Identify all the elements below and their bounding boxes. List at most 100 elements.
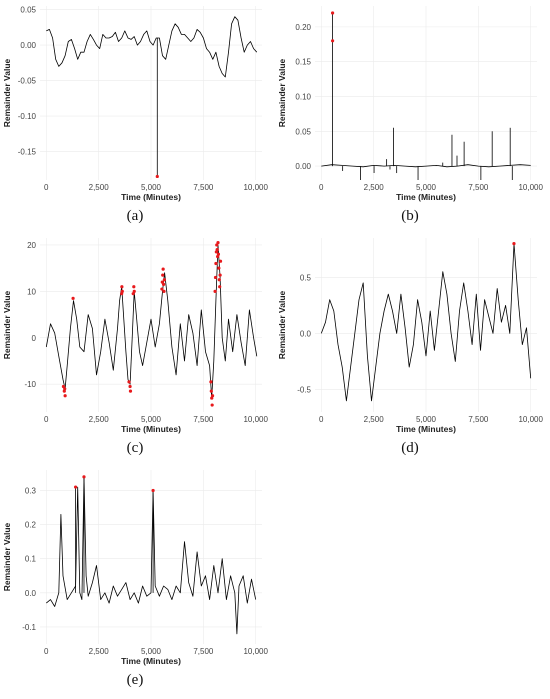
anomaly-point <box>82 475 86 479</box>
chart-panel-d: 0 2,500 5,000 7,500 10,000 0.5 0.0 -0.5 Time (Mi… <box>275 232 545 464</box>
y-tick-label: 0 <box>32 334 37 343</box>
anomaly-point <box>209 380 213 384</box>
anomaly-point <box>63 387 67 391</box>
x-tick-label: 7,500 <box>193 415 214 424</box>
y-tick-label: -0.5 <box>297 386 311 395</box>
chart-panel-e: 0 2,500 5,000 7,500 10,000 0.3 0.2 0.1 0.0 -0.1 Ti… <box>0 464 270 696</box>
x-tick-label: 10,000 <box>243 415 268 424</box>
x-tick-label: 2,500 <box>89 183 110 192</box>
anomaly-point <box>151 488 155 493</box>
x-tick-label: 7,500 <box>193 647 214 656</box>
x-tick-label: 10,000 <box>243 183 268 192</box>
y-axis-label: Remainder Value <box>2 290 12 359</box>
anomaly-point <box>132 289 136 293</box>
series-line <box>45 244 258 399</box>
anomaly-point <box>213 289 217 293</box>
x-tick-label: 0 <box>44 183 49 192</box>
y-tick-label: 0.10 <box>295 92 311 101</box>
anomaly-point <box>210 403 214 407</box>
x-tick-label: 7,500 <box>468 415 489 424</box>
anomaly-point <box>214 261 218 266</box>
anomaly-point <box>216 241 220 245</box>
anomaly-point <box>218 285 222 289</box>
x-tick-label: 10,000 <box>243 647 268 656</box>
y-tick-label: -0.05 <box>18 77 37 86</box>
y-tick-label: 0.00 <box>20 41 36 50</box>
caption-a: (a) <box>126 208 144 224</box>
caption-c: (c) <box>126 440 144 456</box>
x-tick-label: 5,000 <box>141 647 162 656</box>
y-tick-label: -0.1 <box>22 623 36 632</box>
anomaly-point <box>330 11 335 15</box>
chart-e: 0 2,500 5,000 7,500 10,000 0.3 0.2 0.1 0.0 -0.1 Ti… <box>2 470 269 666</box>
x-axis-label: Time (Minutes) <box>396 424 456 434</box>
y-tick-label: 0.05 <box>20 6 36 15</box>
y-tick-label: 0.1 <box>25 555 37 564</box>
x-tick-label: 5,000 <box>416 183 437 192</box>
anomaly-point <box>63 394 67 398</box>
x-axis-label: Time (Minutes) <box>121 424 181 434</box>
caption-d: (d) <box>401 440 419 456</box>
anomaly-point <box>215 248 219 252</box>
anomaly-point <box>74 485 78 489</box>
anomaly-point <box>71 296 75 300</box>
y-tick-label: 20 <box>27 241 36 250</box>
x-tick-label: 5,000 <box>141 415 162 424</box>
anomaly-point <box>217 266 221 270</box>
anomaly-point <box>120 289 124 293</box>
x-tick-label: 10,000 <box>518 183 543 192</box>
x-tick-label: 2,500 <box>364 183 385 192</box>
series-line <box>320 243 532 402</box>
anomaly-point <box>209 389 213 393</box>
anomaly-point <box>217 278 221 282</box>
anomaly-point <box>132 285 136 289</box>
y-tick-label: -0.15 <box>18 148 37 157</box>
y-tick-label: 0.0 <box>300 329 312 338</box>
series-line <box>321 164 531 168</box>
anomaly-point <box>218 273 222 277</box>
x-tick-label: 0 <box>319 415 324 424</box>
anomaly-point <box>162 289 166 293</box>
x-tick-label: 2,500 <box>364 415 385 424</box>
x-tick-label: 5,000 <box>416 415 437 424</box>
chart-panel-a: 0 2,500 5,000 7,500 10,000 0.05 0.00 -0.05 -0.10… <box>0 0 270 232</box>
x-tick-label: 0 <box>44 415 49 424</box>
y-tick-label: 0.00 <box>295 162 311 171</box>
chart-panel-b: 0 2,500 5,000 7,500 10,000 0.20 0.15 0.10 0.05 0.… <box>275 0 545 232</box>
anomaly-point <box>128 384 132 389</box>
anomaly-point <box>216 252 221 256</box>
y-tick-label: 0.05 <box>295 127 311 136</box>
anomaly-point <box>512 242 516 246</box>
anomaly-point <box>330 39 335 43</box>
anomaly-point <box>162 278 167 282</box>
y-tick-label: 0.3 <box>25 486 37 495</box>
x-axis-label: Time (Minutes) <box>121 192 181 202</box>
y-tick-label: 0.5 <box>300 273 312 282</box>
y-axis-label: Remainder Value <box>2 58 12 127</box>
anomaly-point <box>161 273 165 277</box>
x-tick-label: 0 <box>44 647 49 656</box>
y-tick-label: -10 <box>24 380 36 389</box>
caption-b: (b) <box>401 208 419 224</box>
x-axis-label: Time (Minutes) <box>396 192 456 202</box>
series-line <box>46 16 258 78</box>
anomaly-point <box>155 174 159 179</box>
x-tick-label: 5,000 <box>141 183 162 192</box>
y-tick-label: 0.20 <box>295 23 311 32</box>
anomaly-point <box>218 259 223 263</box>
series-line <box>46 476 257 635</box>
x-tick-label: 2,500 <box>89 647 110 656</box>
x-tick-label: 7,500 <box>193 183 214 192</box>
anomaly-point <box>160 287 164 291</box>
y-axis-label: Remainder Value <box>277 58 287 127</box>
chart-b: 0 2,500 5,000 7,500 10,000 0.20 0.15 0.10 0.05 0.… <box>277 6 544 202</box>
x-tick-label: 0 <box>319 183 324 192</box>
anomaly-point <box>120 285 124 289</box>
y-tick-label: 0.0 <box>25 589 37 598</box>
y-tick-label: 10 <box>27 287 36 296</box>
x-tick-label: 7,500 <box>468 183 489 192</box>
anomaly-point <box>161 267 165 271</box>
x-tick-label: 10,000 <box>518 415 543 424</box>
y-tick-label: 0.2 <box>25 521 37 530</box>
x-axis-label: Time (Minutes) <box>121 656 181 666</box>
